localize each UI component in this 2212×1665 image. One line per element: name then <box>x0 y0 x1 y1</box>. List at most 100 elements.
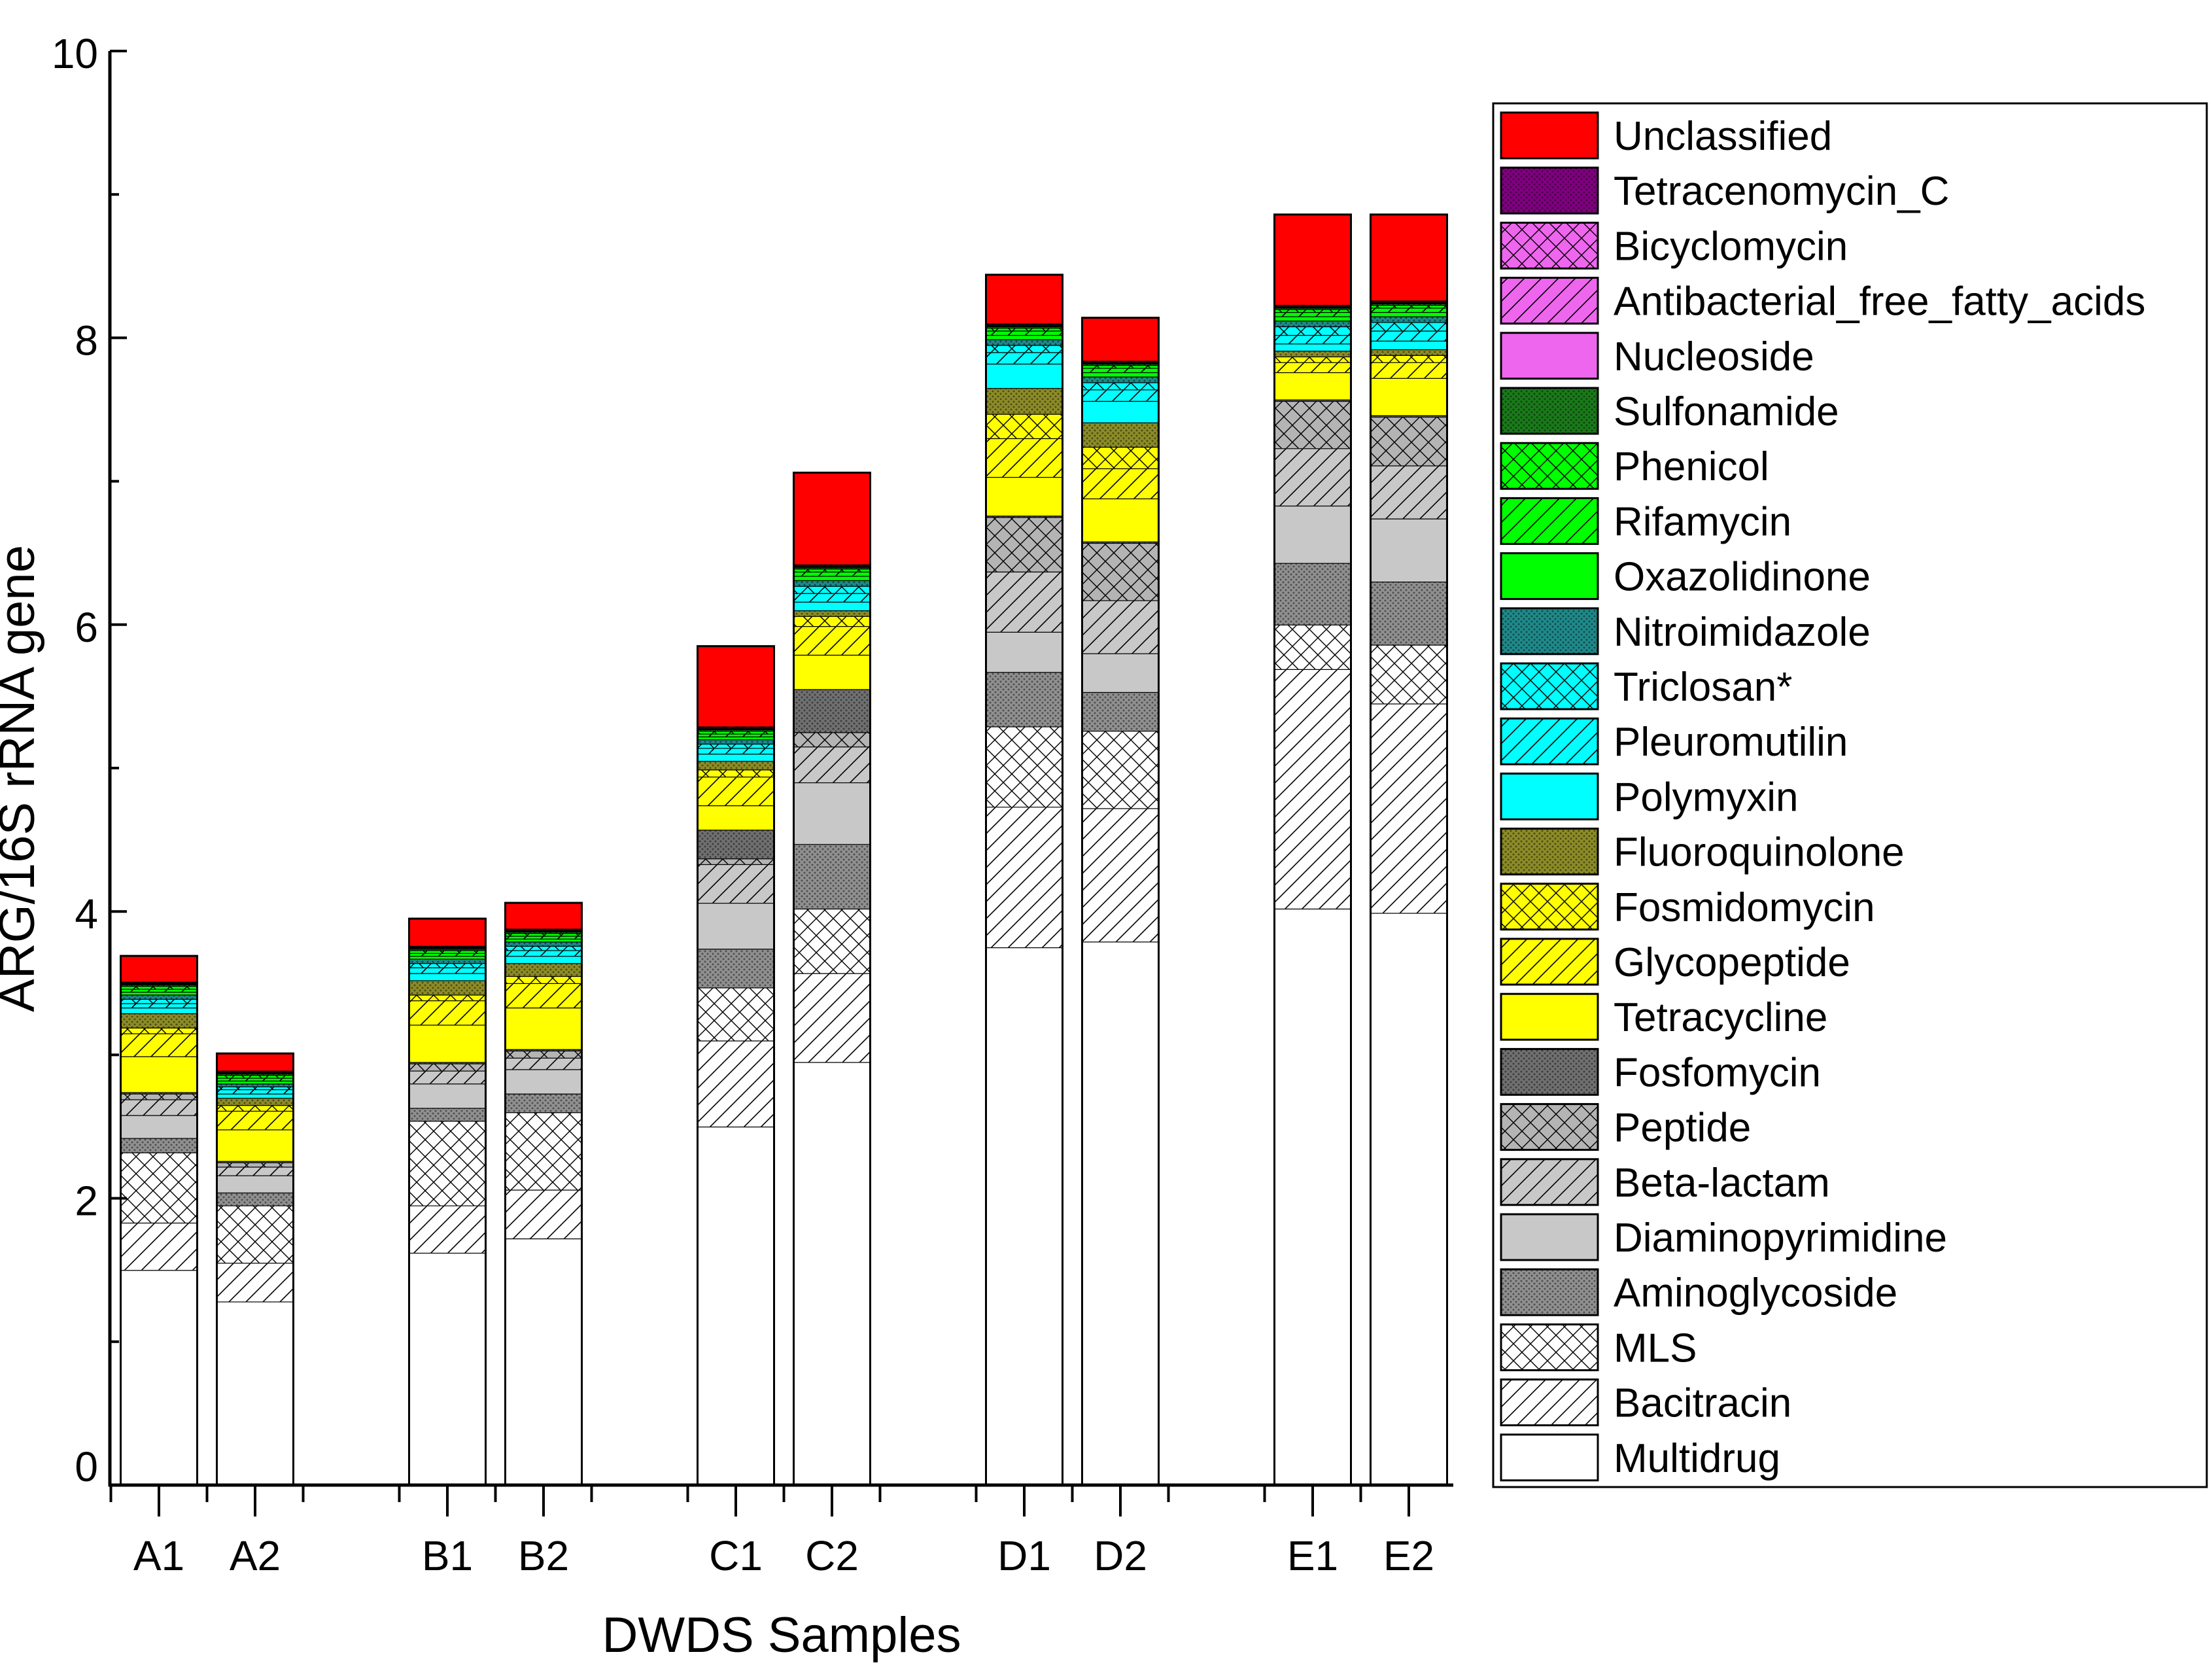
bar-c1-mls-pattern <box>697 987 774 1041</box>
y-axis-label: ARG/16S rRNA gene <box>0 545 45 1012</box>
bar-a2-multidrug <box>216 1301 294 1485</box>
legend-label-antibacterial-free-fatty-acids: Antibacterial_free_fatty_acids <box>1614 279 2145 324</box>
bar-e1-oxazolidinone <box>1274 316 1351 321</box>
bar-e1-aminoglycoside-pattern <box>1274 563 1351 625</box>
bar-e2-diaminopyrimidine <box>1370 518 1447 582</box>
bar-e2-polymyxin <box>1370 340 1447 349</box>
bar-e2-fluoroquinolone-pattern <box>1370 349 1447 355</box>
legend-swatch-pattern-fosfomycin <box>1501 1049 1598 1095</box>
legend-item-phenicol: Phenicol <box>1500 442 1769 490</box>
bar-e1-nitroimidazole-pattern <box>1274 321 1351 326</box>
legend-item-bacitracin: Bacitracin <box>1500 1378 1791 1427</box>
bar-d2-oxazolidinone <box>1082 372 1159 377</box>
bar-d2-mls-pattern <box>1082 731 1159 809</box>
legend-swatch-border-bicyclomycin <box>1500 221 1599 270</box>
bar-e2-glycopeptide-pattern <box>1370 362 1447 378</box>
bar-b1-mls-pattern <box>409 1121 486 1206</box>
bar-e2-pleuromutilin-pattern <box>1370 330 1447 341</box>
bar-a2-oxazolidinone <box>216 1080 294 1084</box>
legend-swatch-pattern-rifamycin <box>1501 498 1598 544</box>
bar-stack-e1 <box>1273 213 1352 1486</box>
legend-swatch-border-triclosan <box>1500 662 1599 710</box>
bar-d1-fluoroquinolone-pattern <box>986 388 1063 414</box>
y-tick-label-6: 6 <box>75 604 98 651</box>
bar-b1-multidrug <box>409 1252 486 1485</box>
bar-e1-diaminopyrimidine <box>1274 505 1351 563</box>
bar-a2-bacitracin-pattern <box>216 1263 294 1302</box>
bar-a2-polymyxin <box>216 1093 294 1098</box>
bar-stack-b1 <box>408 917 487 1486</box>
legend-swatch-pattern-fosmidomycin <box>1501 883 1598 930</box>
bar-c1-bacitracin-pattern <box>697 1040 774 1127</box>
legend-label-rifamycin: Rifamycin <box>1614 499 1791 544</box>
bar-e2-bacitracin-pattern <box>1370 703 1447 913</box>
bar-a2-glycopeptide-pattern <box>216 1110 294 1130</box>
bar-b2-glycopeptide-pattern <box>505 983 582 1008</box>
bar-a2-tetracycline <box>216 1129 294 1161</box>
legend-item-fosmidomycin: Fosmidomycin <box>1500 883 1875 931</box>
bar-b1-nitroimidazole-pattern <box>409 958 486 964</box>
bar-c1-beta-lactam-pattern <box>697 864 774 903</box>
legend-label-aminoglycoside: Aminoglycoside <box>1614 1271 1897 1316</box>
bar-d1-tetracycline <box>986 477 1063 516</box>
legend-swatch-border-tetracycline <box>1500 992 1599 1041</box>
legend-item-aminoglycoside: Aminoglycoside <box>1500 1268 1897 1316</box>
legend-item-glycopeptide: Glycopeptide <box>1500 938 1850 986</box>
bar-d1-nitroimidazole-pattern <box>986 339 1063 345</box>
legend-item-nucleoside: Nucleoside <box>1500 332 1814 380</box>
legend-label-bacitracin: Bacitracin <box>1614 1381 1791 1426</box>
x-axis-label: DWDS Samples <box>602 1607 961 1663</box>
bar-d1-mls-pattern <box>986 726 1063 807</box>
x-tick-label-b1: B1 <box>422 1532 473 1579</box>
bar-b1-tetracycline <box>409 1025 486 1062</box>
legend-swatch-border-pleuromutilin <box>1500 717 1599 765</box>
bar-d2-fosmidomycin-pattern <box>1082 446 1159 468</box>
bar-c1-phenicol-pattern <box>697 731 774 734</box>
legend-item-multidrug: Multidrug <box>1500 1433 1780 1482</box>
bar-a2-triclosan-pattern <box>216 1086 294 1090</box>
bar-a1-aminoglycoside-pattern <box>120 1138 198 1153</box>
bar-c2-pleuromutilin-pattern <box>793 593 871 602</box>
bar-d1-peptide-pattern <box>986 517 1063 572</box>
bar-stacks <box>120 213 1448 1486</box>
legend-label-sulfonamide: Sulfonamide <box>1614 389 1839 434</box>
bar-b1-glycopeptide-pattern <box>409 1000 486 1025</box>
bar-d2-tetracycline <box>1082 498 1159 542</box>
bar-d1-polymyxin <box>986 363 1063 389</box>
bar-b1-beta-lactam-pattern <box>409 1070 486 1084</box>
x-tick-label-c1: C1 <box>709 1532 763 1579</box>
bar-c2-multidrug <box>793 1062 871 1485</box>
bar-d2-glycopeptide-pattern <box>1082 468 1159 499</box>
bar-c2-bacitracin-pattern <box>793 973 871 1062</box>
bar-e1-tetracycline <box>1274 372 1351 400</box>
bar-c2-fluoroquinolone-pattern <box>793 610 871 616</box>
legend-item-fosfomycin: Fosfomycin <box>1500 1047 1821 1096</box>
bar-d1-rifamycin-pattern <box>986 330 1063 336</box>
bar-a1-tetracycline <box>120 1056 198 1093</box>
bar-c2-mls-pattern <box>793 908 871 973</box>
legend-swatch-pattern-antibacterial-free-fatty-acids <box>1501 277 1598 324</box>
bar-c2-unclassified <box>793 472 871 565</box>
legend-item-tetracenomycin-c: Tetracenomycin_C <box>1500 166 1949 215</box>
bar-c2-peptide-pattern <box>793 732 871 747</box>
bar-b1-unclassified <box>409 919 486 946</box>
bar-e1-rifamycin-pattern <box>1274 311 1351 317</box>
legend-swatch-border-sulfonamide <box>1500 387 1599 435</box>
bar-a2-phenicol-pattern <box>216 1075 294 1078</box>
bar-d1-unclassified <box>986 274 1063 324</box>
legend-swatch-border-fluoroquinolone <box>1500 828 1599 876</box>
bar-c2-glycopeptide-pattern <box>793 625 871 655</box>
bar-b1-peptide-pattern <box>409 1063 486 1071</box>
bar-a1-multidrug <box>120 1270 198 1485</box>
bar-stack-a2 <box>216 1052 294 1486</box>
bar-c1-peptide-pattern <box>697 858 774 864</box>
legend-swatch-pattern-peptide <box>1501 1104 1598 1150</box>
bar-b2-oxazolidinone <box>505 938 582 942</box>
bar-e1-polymyxin <box>1274 343 1351 351</box>
bar-a2-fluoroquinolone-pattern <box>216 1098 294 1106</box>
bar-d2-rifamycin-pattern <box>1082 368 1159 373</box>
bar-c1-aminoglycoside-pattern <box>697 949 774 988</box>
bar-e1-beta-lactam-pattern <box>1274 448 1351 506</box>
bar-c2-nitroimidazole-pattern <box>793 580 871 586</box>
